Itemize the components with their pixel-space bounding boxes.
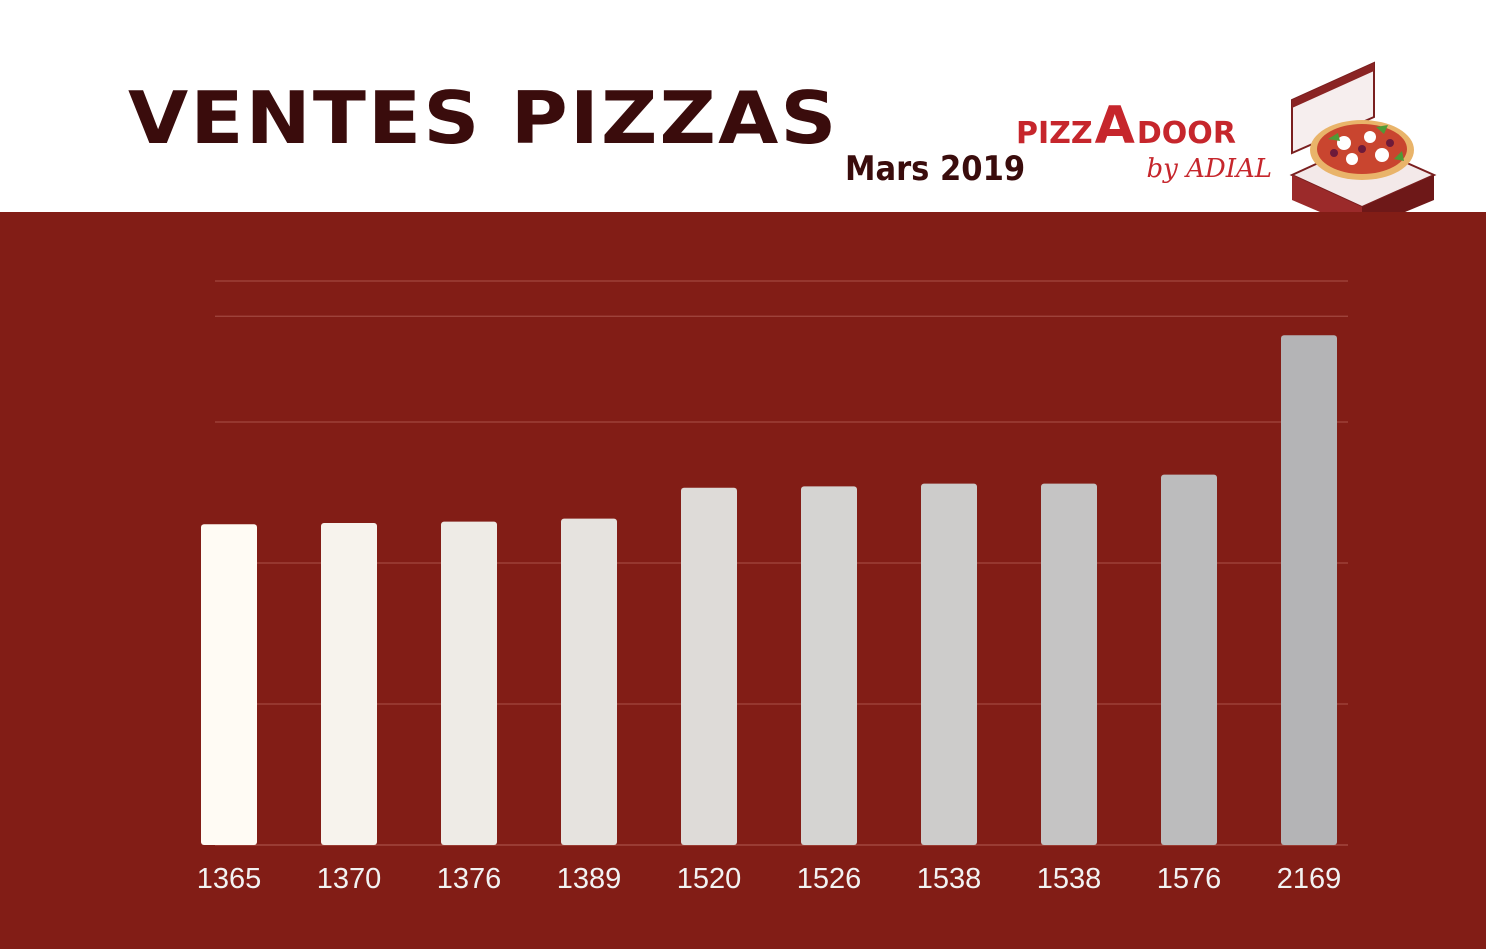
- chart-panel: 1365 1370 1376 1389 1520 1526 1538 1538 1576 2169: [0, 212, 1486, 949]
- svg-text:PIZZADOOR: PIZZADOOR: [1016, 96, 1236, 156]
- bar: [201, 524, 257, 845]
- brand-logo: PIZZADOOR by ADIAL: [1016, 61, 1437, 230]
- bar: [561, 518, 617, 845]
- x-tick-label: 1526: [797, 863, 862, 895]
- chart-subtitle: Mars 2019: [845, 149, 1026, 189]
- x-tick-label: 1389: [557, 863, 622, 895]
- bar-chart: 1365 1370 1376 1389 1520 1526 1538 1538 1576 2169: [197, 280, 1348, 895]
- tick-label-layer: 1365 1370 1376 1389 1520 1526 1538 1538 1576 2169: [197, 863, 1342, 895]
- logo-text-accent: A: [1095, 96, 1135, 156]
- bar: [921, 483, 977, 845]
- x-tick-label: 1376: [437, 863, 502, 895]
- bar: [1281, 335, 1337, 845]
- x-tick-label: 1576: [1157, 863, 1222, 895]
- pizza-box-icon: [1289, 61, 1437, 230]
- x-tick-label: 1520: [677, 863, 742, 895]
- bar: [1041, 483, 1097, 845]
- bar: [321, 523, 377, 845]
- x-tick-label: 1538: [1037, 863, 1102, 895]
- x-tick-label: 1538: [917, 863, 982, 895]
- grid-layer: [215, 280, 1348, 846]
- x-tick-label: 1365: [197, 863, 262, 895]
- logo-text-part1: PIZZ: [1016, 116, 1093, 151]
- logo-wordmark: PIZZADOOR by ADIAL: [1016, 96, 1272, 184]
- bar: [681, 487, 737, 845]
- bar: [1161, 474, 1217, 845]
- chart-title: VENTES PIZZAS: [128, 76, 839, 160]
- bar: [801, 486, 857, 845]
- x-tick-label: 2169: [1277, 863, 1342, 895]
- logo-text-part2: DOOR: [1137, 116, 1236, 151]
- bar: [441, 521, 497, 845]
- bar-layer: [201, 335, 1337, 845]
- x-tick-label: 1370: [317, 863, 382, 895]
- logo-byline: by ADIAL: [1146, 154, 1272, 184]
